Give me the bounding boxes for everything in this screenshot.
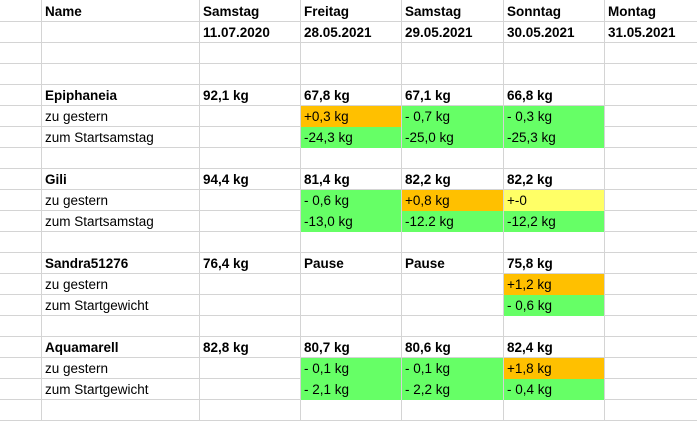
header-date-cell[interactable]: 30.05.2021 xyxy=(507,25,575,40)
row-label-cell[interactable]: zum Startgewicht xyxy=(45,382,149,397)
header-day-cell[interactable]: Montag xyxy=(608,4,656,19)
header-name-cell[interactable]: Name xyxy=(45,4,82,19)
row-gridline xyxy=(0,42,697,43)
person-name-cell[interactable]: Epiphaneia xyxy=(45,88,118,103)
row-gridline xyxy=(0,357,697,358)
difference-cell[interactable] xyxy=(301,274,401,295)
row-gridline xyxy=(0,189,697,190)
header-day-cell[interactable]: Freitag xyxy=(304,4,350,19)
weight-cell[interactable] xyxy=(605,337,697,358)
difference-cell[interactable] xyxy=(200,106,300,127)
difference-cell[interactable]: -24,3 kg xyxy=(301,127,401,148)
row-gridline xyxy=(0,63,697,64)
header-date-cell[interactable]: 28.05.2021 xyxy=(304,25,372,40)
row-gridline xyxy=(0,315,697,316)
difference-cell[interactable]: -25,3 kg xyxy=(504,127,604,148)
row-gridline xyxy=(0,84,697,85)
row-label-cell[interactable]: zu gestern xyxy=(45,109,109,124)
weight-cell[interactable]: 67,8 kg xyxy=(304,88,350,103)
difference-cell[interactable]: -12.2 kg xyxy=(402,211,503,232)
difference-cell[interactable] xyxy=(200,295,300,316)
difference-cell[interactable] xyxy=(605,106,697,127)
row-label-cell[interactable]: zu gestern xyxy=(45,193,109,208)
difference-cell[interactable] xyxy=(200,190,300,211)
row-gridline xyxy=(0,273,697,274)
row-label-cell[interactable]: zum Startsamstag xyxy=(45,130,154,145)
weight-cell[interactable]: Pause xyxy=(405,256,445,271)
header-date-cell[interactable]: 11.07.2020 xyxy=(203,25,270,40)
row-label-cell[interactable]: zu gestern xyxy=(45,277,109,292)
difference-cell[interactable]: +0,3 kg xyxy=(301,106,401,127)
difference-cell[interactable] xyxy=(200,379,300,400)
weight-cell[interactable]: 75,8 kg xyxy=(507,256,553,271)
person-name-cell[interactable]: Aquamarell xyxy=(45,340,119,355)
difference-cell[interactable] xyxy=(200,274,300,295)
header-date-cell[interactable]: 31.05.2021 xyxy=(608,25,676,40)
weight-cell[interactable]: 94,4 kg xyxy=(203,172,249,187)
difference-cell[interactable]: -25,0 kg xyxy=(402,127,503,148)
difference-cell[interactable] xyxy=(605,379,697,400)
weight-cell[interactable]: Pause xyxy=(304,256,344,271)
difference-cell[interactable] xyxy=(605,358,697,379)
header-day-cell[interactable]: Samstag xyxy=(203,4,260,19)
row-gridline xyxy=(0,105,697,106)
row-label-cell[interactable]: zum Startsamstag xyxy=(45,214,154,229)
difference-cell[interactable] xyxy=(605,274,697,295)
row-gridline xyxy=(0,294,697,295)
header-date-cell[interactable]: 29.05.2021 xyxy=(405,25,473,40)
difference-cell[interactable] xyxy=(200,127,300,148)
weight-cell[interactable]: 80,7 kg xyxy=(304,340,350,355)
row-gridline xyxy=(0,21,697,22)
weight-cell[interactable]: 67,1 kg xyxy=(405,88,451,103)
header-day-cell[interactable]: Sonntag xyxy=(507,4,561,19)
weight-cell[interactable]: 76,4 kg xyxy=(203,256,249,271)
row-label-cell[interactable]: zum Startgewicht xyxy=(45,298,149,313)
difference-cell[interactable]: - 0,1 kg xyxy=(301,358,401,379)
difference-cell[interactable]: - 0,6 kg xyxy=(301,190,401,211)
difference-cell[interactable]: +1,2 kg xyxy=(504,274,604,295)
weight-cell[interactable]: 92,1 kg xyxy=(203,88,249,103)
difference-cell[interactable]: - 0,3 kg xyxy=(504,106,604,127)
header-day-cell[interactable]: Samstag xyxy=(405,4,462,19)
row-gridline xyxy=(0,168,697,169)
difference-cell[interactable]: - 2,1 kg xyxy=(301,379,401,400)
difference-cell[interactable] xyxy=(200,211,300,232)
difference-cell[interactable] xyxy=(402,295,503,316)
difference-cell[interactable] xyxy=(402,274,503,295)
difference-cell[interactable]: - 0,6 kg xyxy=(504,295,604,316)
difference-cell[interactable]: -13,0 kg xyxy=(301,211,401,232)
row-label-cell[interactable]: zu gestern xyxy=(45,361,109,376)
difference-cell[interactable]: - 0,4 kg xyxy=(504,379,604,400)
difference-cell[interactable]: -12,2 kg xyxy=(504,211,604,232)
weight-cell[interactable]: 81,4 kg xyxy=(304,172,350,187)
difference-cell[interactable] xyxy=(200,358,300,379)
difference-cell[interactable]: +-0 xyxy=(504,190,604,211)
weight-cell[interactable]: 82,8 kg xyxy=(203,340,249,355)
weight-cell[interactable]: 82,2 kg xyxy=(507,172,553,187)
difference-cell[interactable] xyxy=(301,295,401,316)
difference-cell[interactable] xyxy=(605,295,697,316)
weight-cell[interactable] xyxy=(605,253,697,274)
difference-cell[interactable]: +0,8 kg xyxy=(402,190,503,211)
weight-cell[interactable]: 66,8 kg xyxy=(507,88,553,103)
person-name-cell[interactable]: Gili xyxy=(45,172,67,187)
weight-cell[interactable] xyxy=(605,85,697,106)
difference-cell[interactable]: +1,8 kg xyxy=(504,358,604,379)
difference-cell[interactable] xyxy=(605,190,697,211)
weight-cell[interactable]: 80,6 kg xyxy=(405,340,451,355)
weight-cell[interactable]: 82,2 kg xyxy=(405,172,451,187)
row-gridline xyxy=(0,336,697,337)
weight-cell[interactable] xyxy=(605,169,697,190)
person-name-cell[interactable]: Sandra51276 xyxy=(45,256,129,271)
row-gridline xyxy=(0,252,697,253)
difference-cell[interactable] xyxy=(605,211,697,232)
difference-cell[interactable]: - 0,7 kg xyxy=(402,106,503,127)
difference-cell[interactable] xyxy=(605,127,697,148)
weight-cell[interactable]: 82,4 kg xyxy=(507,340,553,355)
difference-cell[interactable]: - 0,1 kg xyxy=(402,358,503,379)
difference-cell[interactable]: - 2,2 kg xyxy=(402,379,503,400)
